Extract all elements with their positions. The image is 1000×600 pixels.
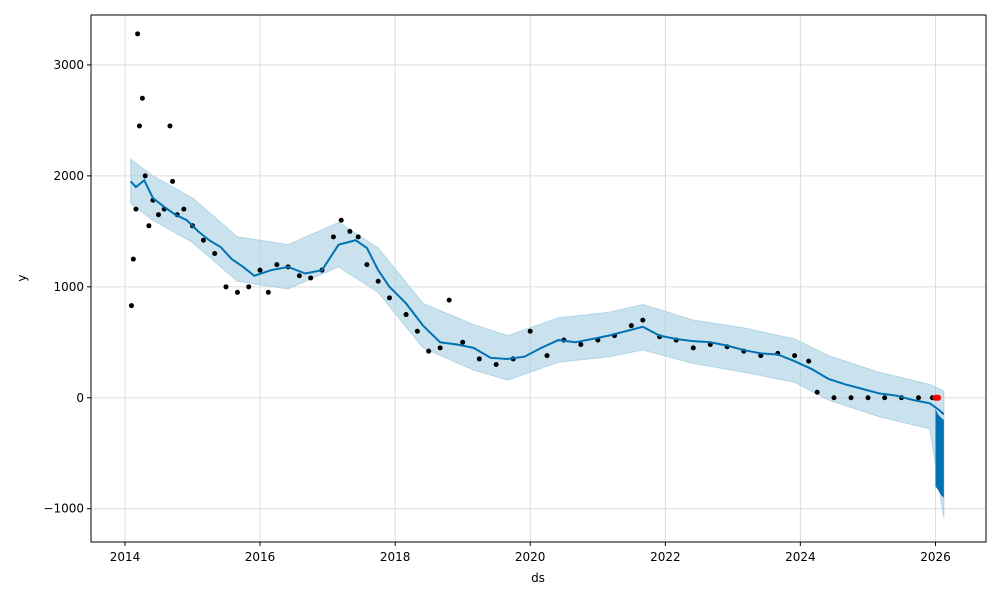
forecast-extension-area [935, 408, 944, 498]
y-tick-label: 0 [76, 391, 84, 405]
y-tick-label: 2000 [53, 169, 84, 183]
observed-point [246, 284, 252, 290]
uncertainty-interval-band [130, 158, 945, 518]
observed-point [446, 297, 452, 303]
observed-point [578, 342, 584, 348]
observed-point [640, 317, 646, 323]
highlight-point [935, 394, 942, 401]
observed-point [274, 262, 280, 268]
y-axis-ticks: −1000 0 1000 2000 3000 [43, 58, 91, 516]
x-tick-label: 2026 [920, 550, 951, 564]
grid [91, 15, 986, 542]
observed-point [848, 395, 854, 401]
observed-point [364, 262, 370, 268]
observed-point [234, 289, 240, 295]
x-tick-label: 2018 [380, 550, 411, 564]
observed-point [426, 348, 432, 354]
observed-point [128, 303, 134, 309]
observed-point [296, 273, 302, 279]
observed-point [386, 295, 392, 301]
observed-point [330, 234, 336, 240]
observed-point [690, 345, 696, 351]
x-axis-label: ds [531, 571, 545, 585]
interval-band [130, 158, 945, 518]
plot-frame [90, 14, 987, 543]
observed-point [437, 345, 443, 351]
observed-point [544, 353, 550, 359]
x-tick-label: 2022 [650, 550, 681, 564]
y-tick-label: 1000 [53, 280, 84, 294]
observed-point [882, 395, 888, 401]
observed-point [806, 358, 812, 364]
observed-point [257, 267, 263, 273]
forecast-extension-band [935, 408, 944, 498]
observed-point [133, 206, 139, 212]
observed-point [265, 289, 271, 295]
observed-point [135, 31, 141, 37]
x-tick-label: 2024 [785, 550, 816, 564]
observed-points [128, 31, 935, 401]
observed-point [139, 95, 145, 101]
observed-point [347, 228, 353, 234]
observed-point [355, 234, 361, 240]
observed-point [212, 251, 218, 257]
observed-point [460, 339, 466, 345]
x-axis-ticks: 2014 2016 2018 2020 2022 2024 2026 [110, 542, 951, 564]
observed-point [130, 256, 136, 262]
observed-point [403, 312, 409, 318]
observed-point [308, 275, 314, 281]
highlight-points [932, 394, 942, 401]
observed-point [142, 173, 148, 179]
y-tick-label: −1000 [43, 502, 84, 516]
observed-point [155, 212, 161, 218]
observed-point [476, 356, 482, 362]
y-axis-label: y [15, 274, 29, 281]
observed-point [414, 328, 420, 334]
observed-point [200, 237, 206, 243]
y-tick-label: 3000 [53, 58, 84, 72]
x-tick-label: 2014 [110, 550, 141, 564]
observed-point [146, 223, 152, 229]
observed-point [527, 328, 533, 334]
x-tick-label: 2016 [245, 550, 276, 564]
observed-point [916, 395, 922, 401]
observed-point [167, 123, 173, 129]
observed-point [136, 123, 142, 129]
observed-point [338, 217, 344, 223]
forecast-path [130, 178, 945, 416]
observed-point [831, 395, 837, 401]
observed-point [181, 206, 187, 212]
forecast-line [130, 178, 945, 416]
x-tick-label: 2020 [515, 550, 546, 564]
observed-point [628, 323, 634, 329]
observed-point [493, 361, 499, 367]
observed-point [223, 284, 229, 290]
observed-point [375, 278, 381, 284]
observed-point [792, 353, 798, 359]
observed-point [170, 178, 176, 184]
observed-point [865, 395, 871, 401]
observed-point [814, 389, 820, 395]
